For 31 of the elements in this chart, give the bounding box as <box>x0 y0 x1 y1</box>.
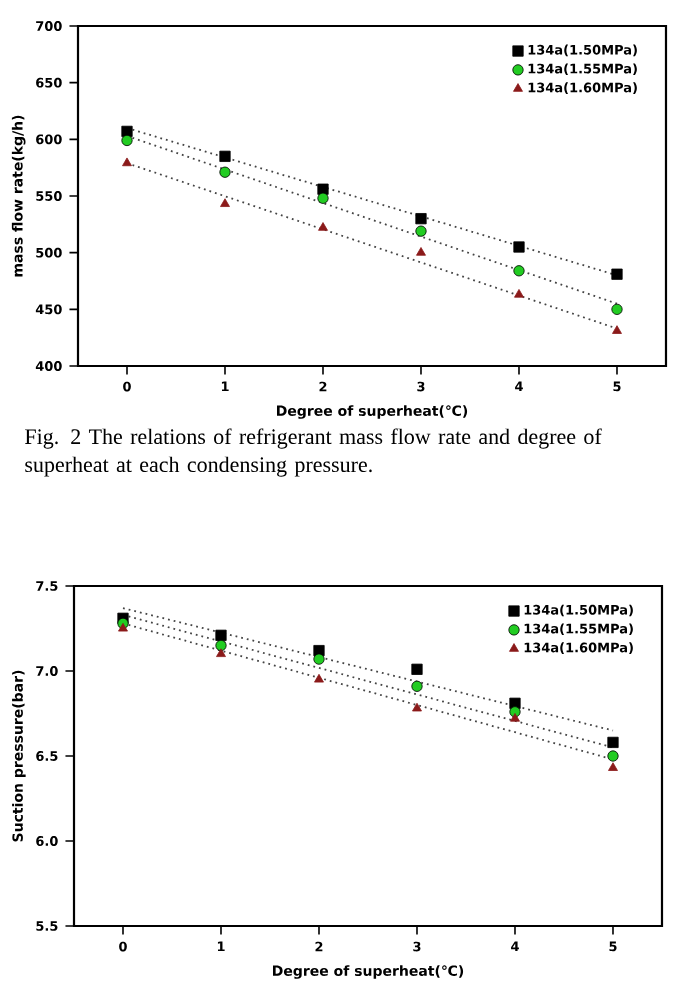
point <box>514 289 524 298</box>
caption: Fig. 2 The relations of refrigerant mass flow rate and degree of superheat at each condensing pressure. <box>25 428 602 477</box>
point <box>317 183 329 195</box>
point <box>612 325 622 334</box>
point <box>411 680 423 692</box>
point <box>216 648 226 658</box>
point <box>220 198 230 207</box>
point <box>607 736 619 749</box>
point <box>122 157 132 167</box>
point <box>611 303 623 315</box>
point <box>415 225 427 237</box>
point <box>317 192 329 204</box>
point <box>121 134 133 147</box>
point <box>318 222 328 231</box>
point <box>411 663 423 675</box>
point <box>416 247 426 256</box>
point <box>313 653 325 665</box>
point <box>215 629 227 641</box>
point <box>611 268 623 280</box>
point <box>415 213 427 225</box>
point <box>118 622 128 632</box>
point <box>121 125 133 138</box>
point <box>513 265 525 277</box>
point <box>219 166 231 178</box>
point <box>608 762 618 771</box>
point <box>607 750 619 762</box>
point <box>513 241 525 253</box>
point <box>412 702 422 712</box>
point <box>314 673 324 683</box>
point <box>510 713 520 722</box>
point <box>219 150 231 162</box>
